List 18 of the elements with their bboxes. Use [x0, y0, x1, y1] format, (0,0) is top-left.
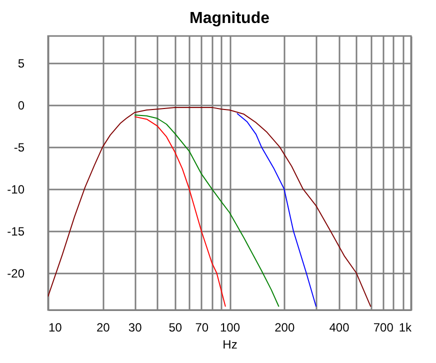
y-tick-label: -10	[7, 182, 25, 196]
x-tick-label: 50	[168, 320, 182, 334]
chart-title: Magnitude	[190, 10, 270, 27]
x-tick-label: 100	[220, 320, 240, 334]
x-tick-label: 30	[128, 320, 142, 334]
x-tick-label: 400	[329, 320, 350, 334]
y-tick-label: -20	[7, 266, 25, 281]
x-axis-title: Hz	[222, 338, 238, 352]
x-tick-label: 200	[274, 320, 295, 334]
x-tick-label: 70	[195, 320, 209, 334]
y-tick-label: 5	[18, 56, 25, 70]
y-tick-label: -5	[14, 140, 25, 154]
x-tick-label: 1k	[398, 320, 412, 334]
x-tick-label: 700	[373, 320, 394, 334]
y-tick-label: 0	[18, 98, 25, 112]
x-tick-label: 20	[96, 320, 110, 334]
y-tick-label: -15	[7, 224, 25, 238]
x-tick-label: 10	[48, 320, 62, 334]
